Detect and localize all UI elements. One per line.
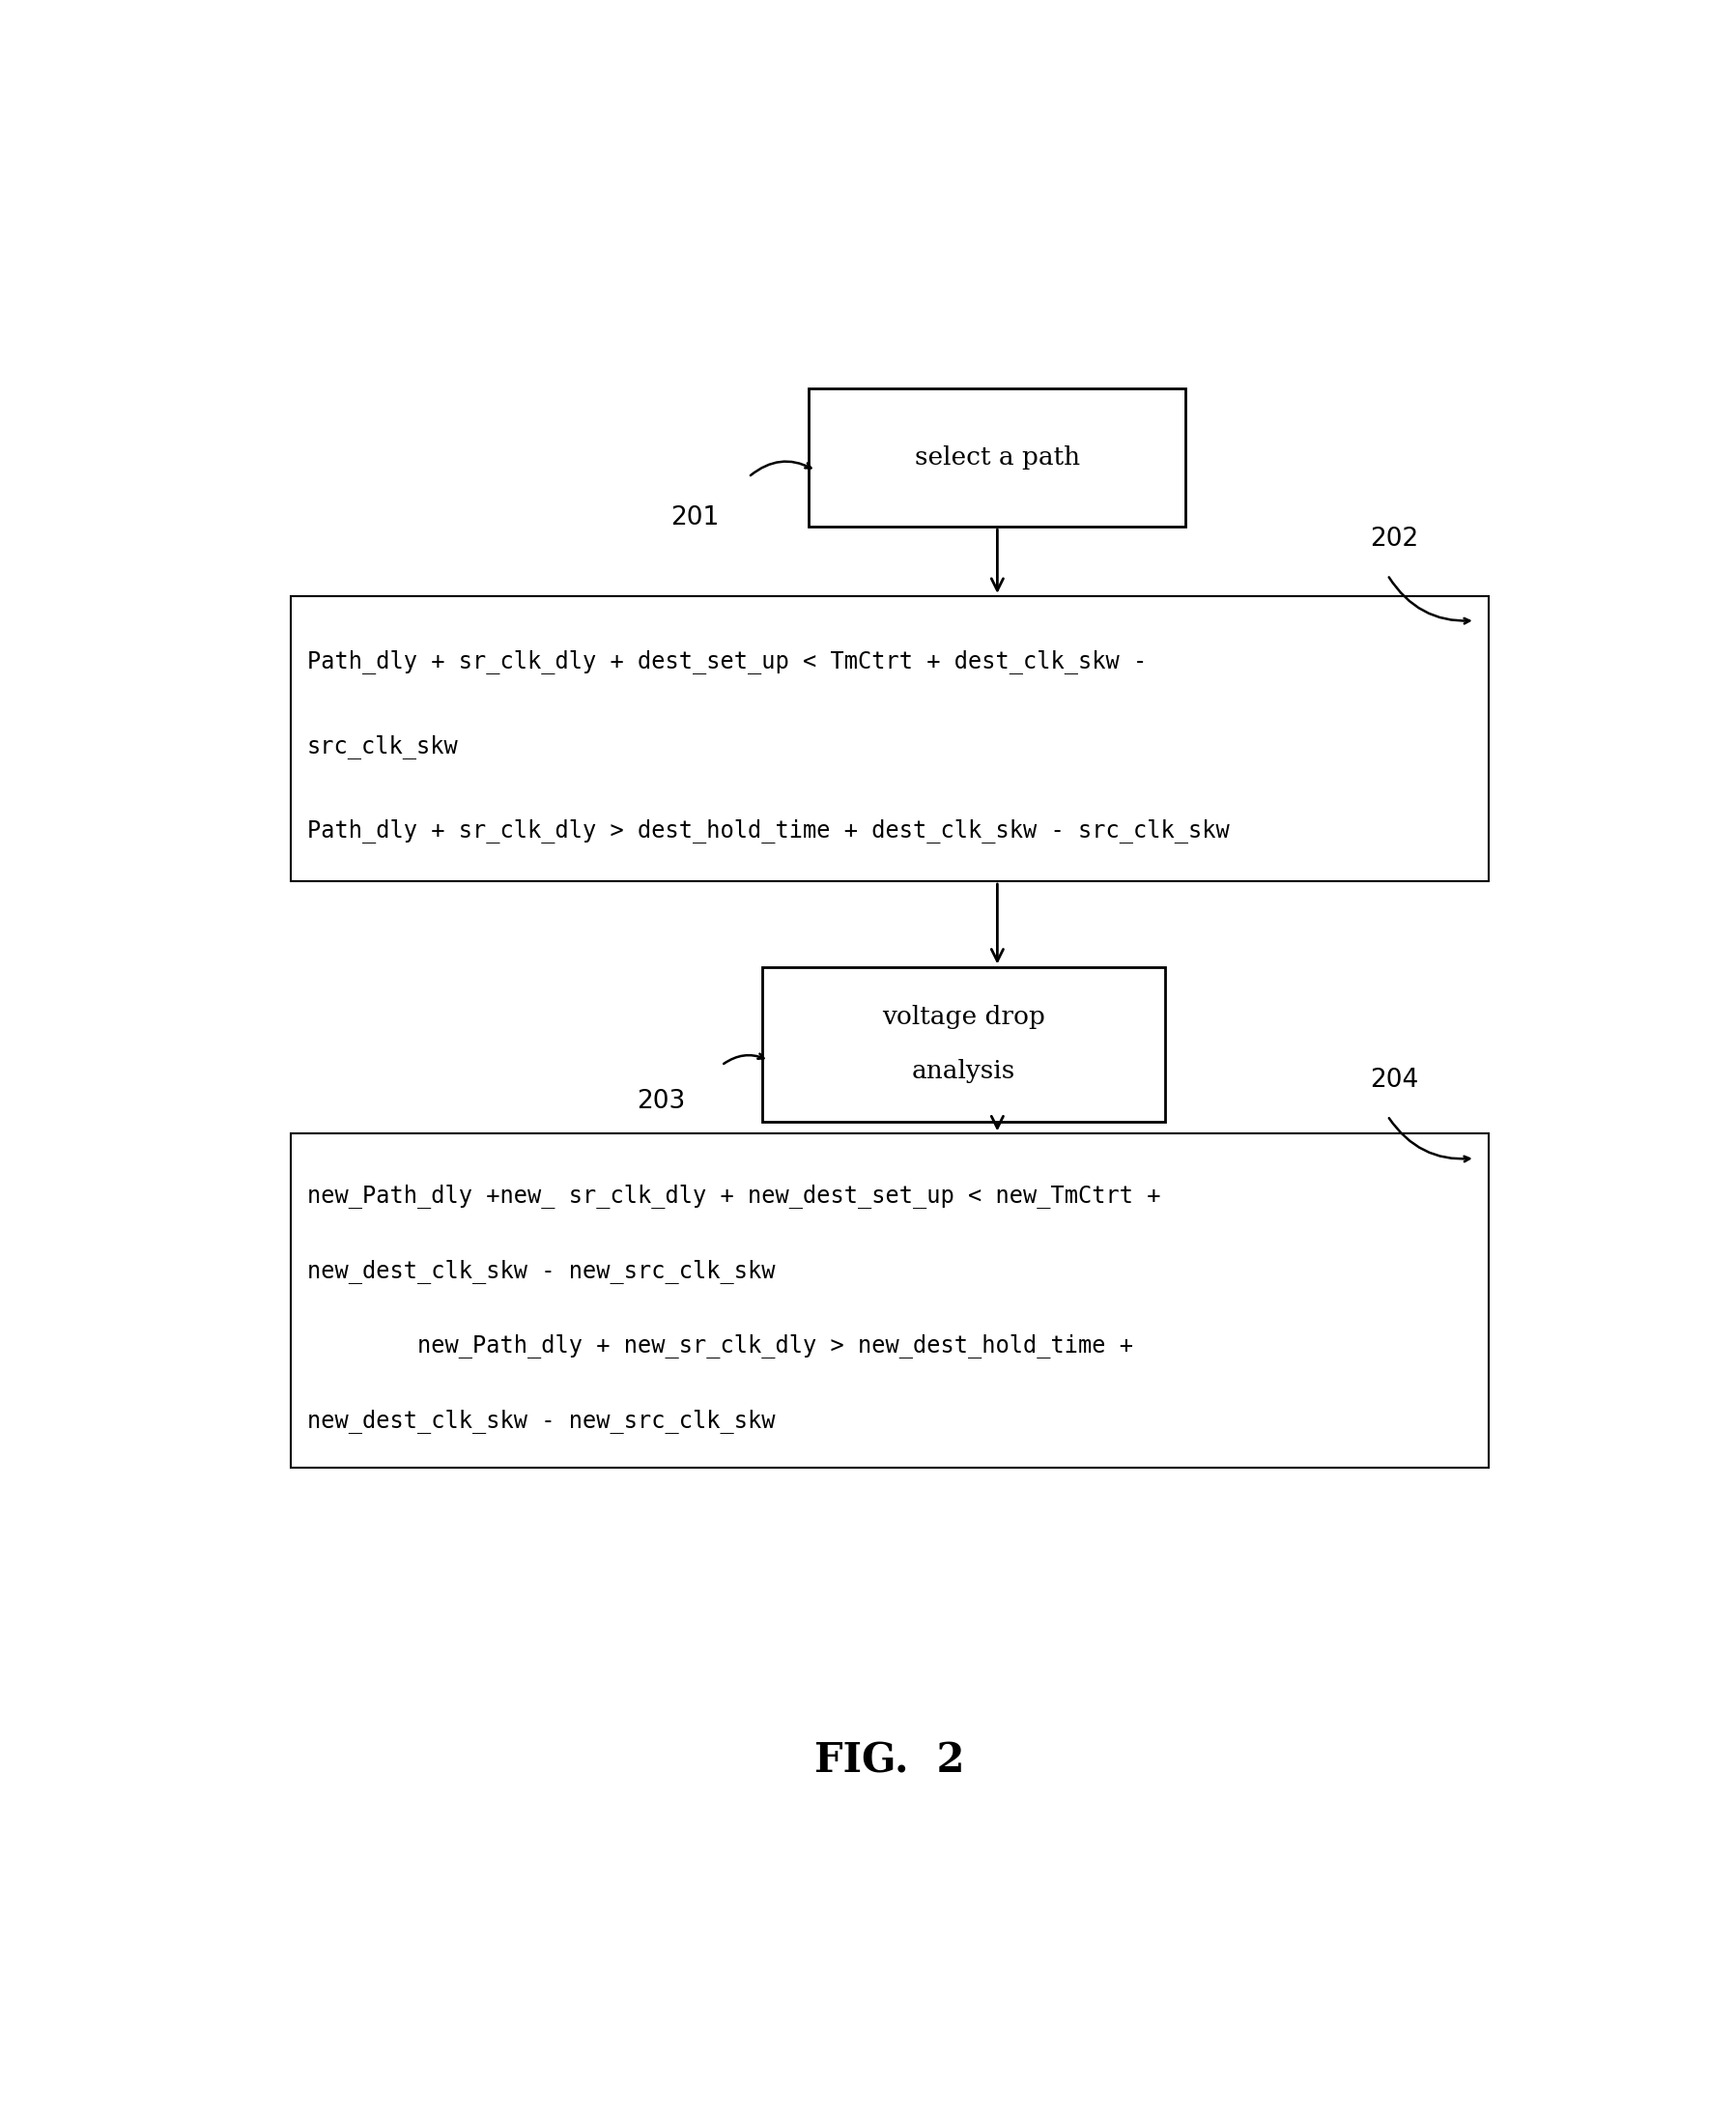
Bar (292, 1134, 1488, 1469)
Text: 203: 203 (637, 1088, 686, 1113)
Text: 201: 201 (670, 506, 719, 531)
Text: src_clk_skw: src_clk_skw (307, 734, 458, 758)
Text: 204: 204 (1370, 1066, 1418, 1092)
Bar (809, 389, 1186, 527)
Text: Path_dly + sr_clk_dly > dest_hold_time + dest_clk_skw - src_clk_skw: Path_dly + sr_clk_dly > dest_hold_time +… (307, 819, 1229, 842)
Text: analysis: analysis (911, 1058, 1016, 1083)
Bar (292, 597, 1488, 880)
Text: new_dest_clk_skw - new_src_clk_skw: new_dest_clk_skw - new_src_clk_skw (307, 1409, 776, 1433)
Text: voltage drop: voltage drop (882, 1005, 1045, 1028)
Text: FIG.  2: FIG. 2 (814, 1741, 965, 1782)
Text: select a path: select a path (915, 446, 1080, 470)
Text: new_Path_dly +new_ sr_clk_dly + new_dest_set_up < new_TmCtrt +: new_Path_dly +new_ sr_clk_dly + new_dest… (307, 1183, 1161, 1208)
Text: 202: 202 (1370, 527, 1418, 552)
Text: new_dest_clk_skw - new_src_clk_skw: new_dest_clk_skw - new_src_clk_skw (307, 1259, 776, 1282)
Text: Path_dly + sr_clk_dly + dest_set_up < TmCtrt + dest_clk_skw -: Path_dly + sr_clk_dly + dest_set_up < Tm… (307, 650, 1147, 673)
Bar (762, 967, 1165, 1121)
Text: new_Path_dly + new_sr_clk_dly > new_dest_hold_time +: new_Path_dly + new_sr_clk_dly > new_dest… (307, 1333, 1134, 1358)
